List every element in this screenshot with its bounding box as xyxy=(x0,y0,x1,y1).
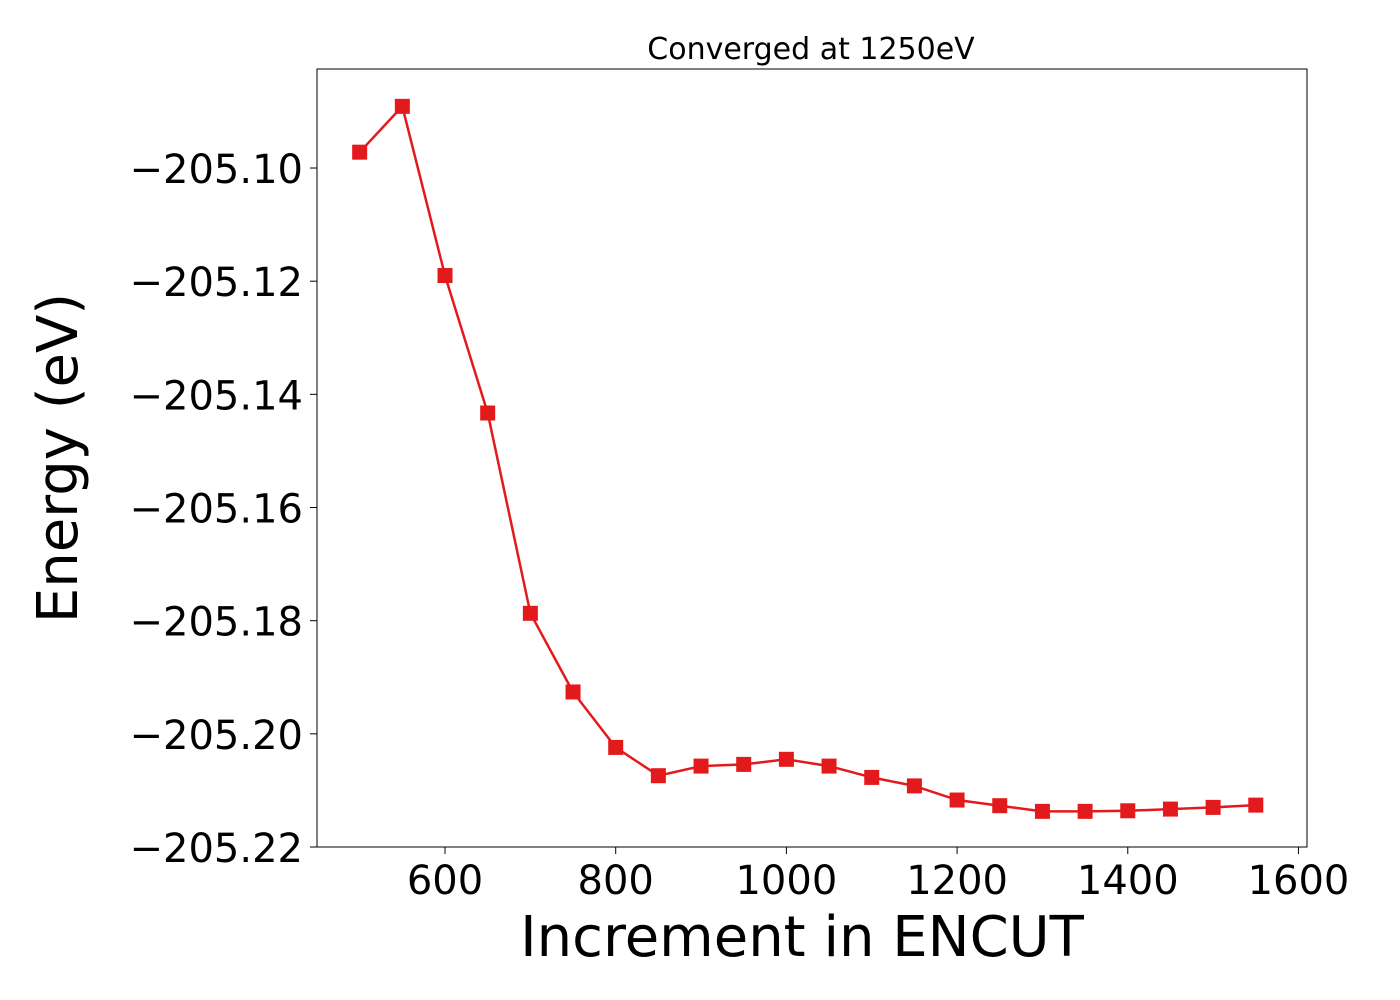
data-point-marker xyxy=(693,758,709,774)
axes-frame xyxy=(316,68,1308,848)
data-point-marker xyxy=(1205,799,1221,815)
data-point-marker xyxy=(1162,801,1178,817)
chart-title: Converged at 1250eV xyxy=(647,32,975,67)
y-tick-label: −205.22 xyxy=(130,826,303,872)
data-point-marker xyxy=(949,792,965,808)
x-tick-label: 1200 xyxy=(906,858,1008,904)
data-point-marker xyxy=(736,756,752,772)
data-point-marker xyxy=(778,751,794,767)
series-line xyxy=(358,105,1256,813)
x-tick-label: 800 xyxy=(578,858,654,904)
data-point-marker xyxy=(352,144,368,160)
x-axis: 600 800 1000 1200 1400 1600 xyxy=(407,847,1350,904)
data-point-marker xyxy=(1248,797,1264,813)
y-axis: −205.10 −205.12 −205.14 −205.16 −205.18 −205.… xyxy=(130,147,317,872)
y-tick-label: −205.14 xyxy=(130,373,303,419)
y-tick-label: −205.20 xyxy=(130,713,303,759)
data-point-marker xyxy=(437,268,453,284)
data-point-marker xyxy=(906,778,922,794)
data-point-marker xyxy=(1034,803,1050,819)
x-tick-label: 1000 xyxy=(735,858,837,904)
data-point-marker xyxy=(992,798,1008,814)
data-point-marker xyxy=(1077,803,1093,819)
data-point-marker xyxy=(480,405,496,421)
y-tick-label: −205.16 xyxy=(130,487,303,533)
data-point-marker xyxy=(864,769,880,785)
data-point-marker xyxy=(821,758,837,774)
y-axis-title: Energy (eV) xyxy=(26,293,91,623)
data-point-marker xyxy=(522,605,538,621)
data-point-marker xyxy=(394,98,410,114)
data-point-marker xyxy=(565,684,581,700)
x-tick-label: 600 xyxy=(407,858,483,904)
y-tick-label: −205.12 xyxy=(130,260,303,306)
data-point-marker xyxy=(1120,803,1136,819)
y-tick-label: −205.10 xyxy=(130,147,303,193)
x-tick-label: 1600 xyxy=(1248,858,1350,904)
data-point-marker xyxy=(608,739,624,755)
y-tick-label: −205.18 xyxy=(130,600,303,646)
x-tick-label: 1400 xyxy=(1077,858,1179,904)
x-axis-title: Increment in ENCUT xyxy=(520,905,1085,970)
data-point-marker xyxy=(650,768,666,784)
plot-area xyxy=(316,68,1308,848)
